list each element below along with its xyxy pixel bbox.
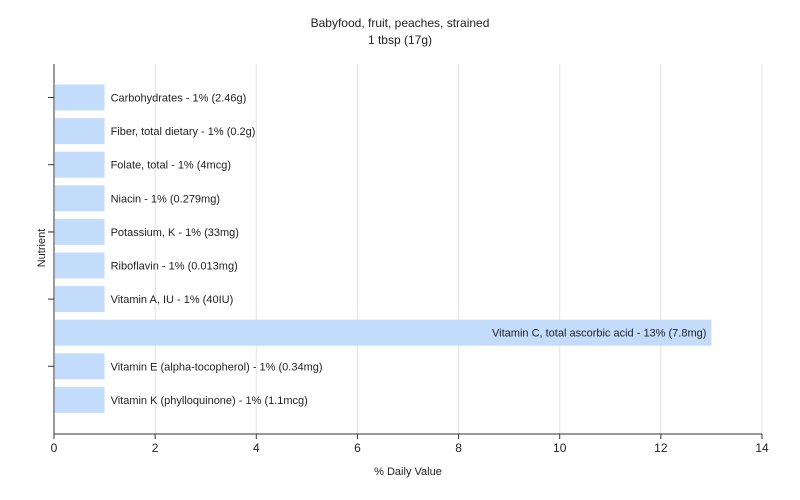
bar — [55, 319, 712, 346]
bar — [55, 84, 105, 111]
chart-subtitle: 1 tbsp (17g) — [367, 33, 433, 47]
bar-label: Carbohydrates - 1% (2.46g) — [111, 93, 247, 105]
bar — [55, 185, 105, 212]
x-tick-label: 14 — [755, 441, 769, 455]
x-tick-label: 10 — [553, 441, 567, 455]
bar — [55, 118, 105, 145]
x-tick-label: 4 — [253, 441, 260, 455]
bar-label: Vitamin C, total ascorbic acid - 13% (7.… — [492, 328, 706, 340]
bar — [55, 252, 105, 279]
tick-labels: 0 2 4 6 8 10 12 14 — [51, 441, 769, 455]
bar — [55, 286, 105, 313]
bar — [55, 218, 105, 245]
bar — [55, 151, 105, 178]
x-tick-label: 2 — [152, 441, 159, 455]
bar-label: Vitamin A, IU - 1% (40IU) — [111, 294, 234, 306]
x-tick-label: 0 — [51, 441, 58, 455]
bar — [55, 353, 105, 380]
bar-label: Vitamin K (phylloquinone) - 1% (1.1mcg) — [111, 395, 308, 407]
bar-label: Riboflavin - 1% (0.013mg) — [111, 261, 238, 273]
bar-label: Niacin - 1% (0.279mg) — [111, 193, 220, 205]
x-tick-label: 12 — [654, 441, 668, 455]
axes — [48, 64, 763, 439]
bar-label: Folate, total - 1% (4mcg) — [111, 160, 231, 172]
x-axis-label: % Daily Value — [374, 466, 442, 478]
bar — [55, 386, 105, 413]
x-tick-label: 8 — [455, 441, 462, 455]
bar-label: Potassium, K - 1% (33mg) — [111, 227, 239, 239]
chart-title: Babyfood, fruit, peaches, strained — [310, 16, 490, 30]
bar-label: Vitamin E (alpha-tocopherol) - 1% (0.34m… — [111, 361, 323, 373]
bar-label: Fiber, total dietary - 1% (0.2g) — [111, 126, 256, 138]
bars: Carbohydrates - 1% (2.46g) Fiber, total d… — [55, 84, 712, 413]
x-tick-label: 6 — [354, 441, 361, 455]
grid-lines — [154, 64, 763, 434]
